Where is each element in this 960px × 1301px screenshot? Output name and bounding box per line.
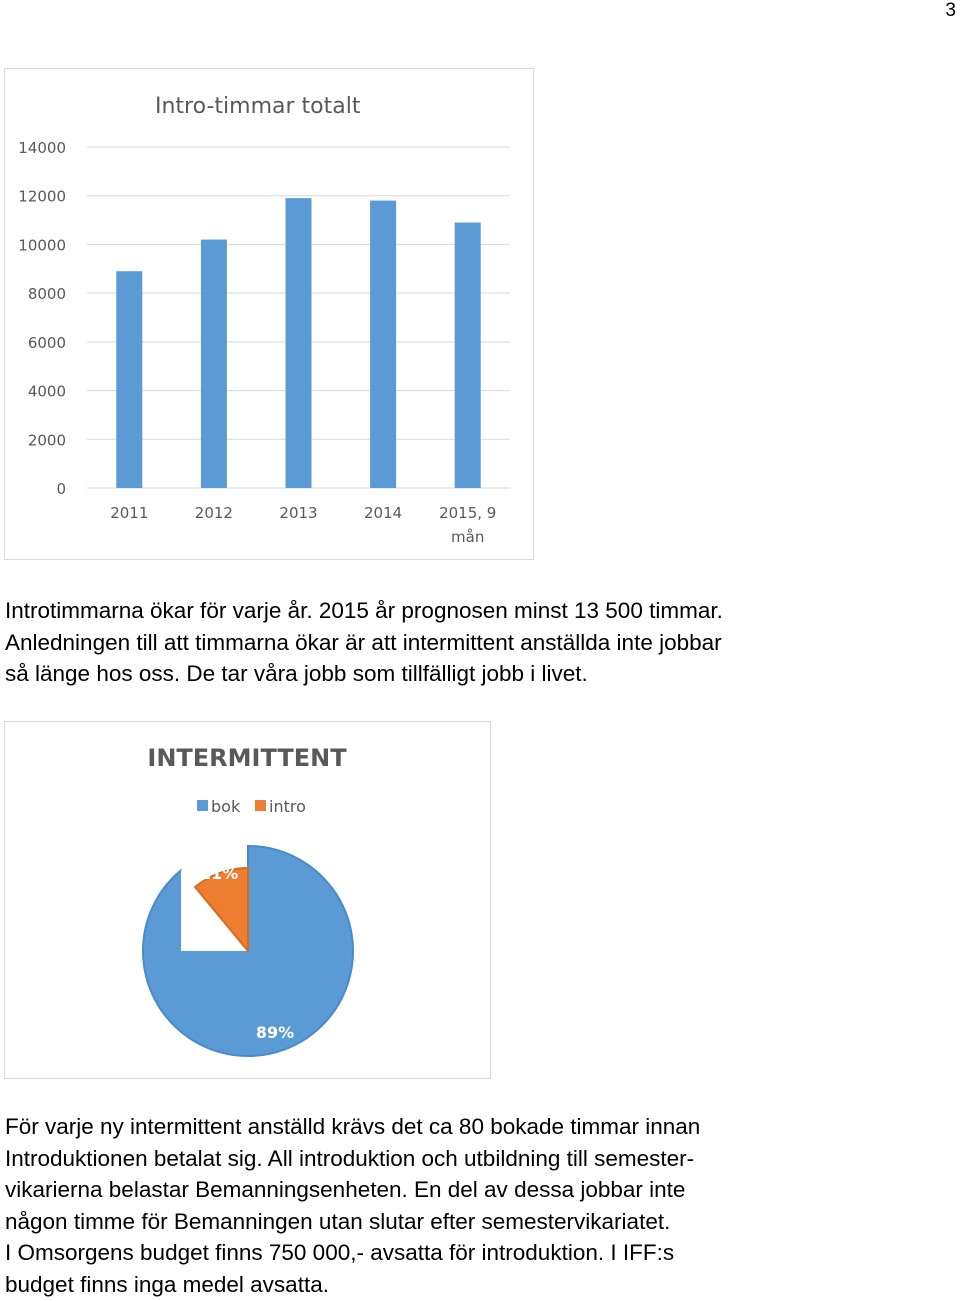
legend-label-bok: bok xyxy=(211,797,241,816)
bar-2015 xyxy=(454,222,481,488)
x-tick-label: 2015, 9 mån xyxy=(439,504,496,546)
y-tick-label: 2000 xyxy=(28,431,66,449)
bar-chart-svg: Intro-timmar totalt 0 2000 4000 6000 8000 1000… xyxy=(18,94,510,546)
bar-2012 xyxy=(200,239,227,488)
legend-label-intro: intro xyxy=(269,797,306,816)
bar-chart: Intro-timmar totalt 0 2000 4000 6000 8000 1000… xyxy=(4,68,534,560)
page-number: 3 xyxy=(945,0,956,21)
pie-chart: INTERMITTENT bok intro 11% 89% xyxy=(4,721,491,1079)
bar-2013 xyxy=(285,198,312,488)
paragraph-intro-hours: Introtimmarna ökar för varje år. 2015 år… xyxy=(5,598,723,687)
pie-label-intro: 11% xyxy=(200,864,238,883)
x-tick-label: 2014 xyxy=(364,504,402,522)
pie-label-bok: 89% xyxy=(256,1023,294,1042)
legend-swatch-intro xyxy=(255,800,266,811)
bar-2014 xyxy=(370,200,397,489)
bar-2011 xyxy=(116,271,143,488)
y-tick-label: 0 xyxy=(56,480,66,498)
y-tick-label: 10000 xyxy=(18,236,66,254)
y-tick-label: 14000 xyxy=(18,139,66,157)
pie-chart-svg: INTERMITTENT bok intro 11% 89% xyxy=(142,744,354,1057)
pie-title: INTERMITTENT xyxy=(147,744,347,772)
x-tick-label: 2011 xyxy=(110,504,148,522)
y-tick-label: 12000 xyxy=(18,188,66,206)
y-tick-label: 8000 xyxy=(28,285,66,303)
chart-title: Intro-timmar totalt xyxy=(155,94,361,119)
paragraph-intermittent-cost: För varje ny intermittent anställd krävs… xyxy=(5,1114,701,1297)
legend-swatch-bok xyxy=(197,800,208,811)
pie-slice-intro xyxy=(193,866,249,954)
y-tick-label: 6000 xyxy=(28,334,66,352)
y-tick-label: 4000 xyxy=(28,383,66,401)
x-tick-label: 2012 xyxy=(195,504,233,522)
x-tick-label: 2013 xyxy=(279,504,317,522)
